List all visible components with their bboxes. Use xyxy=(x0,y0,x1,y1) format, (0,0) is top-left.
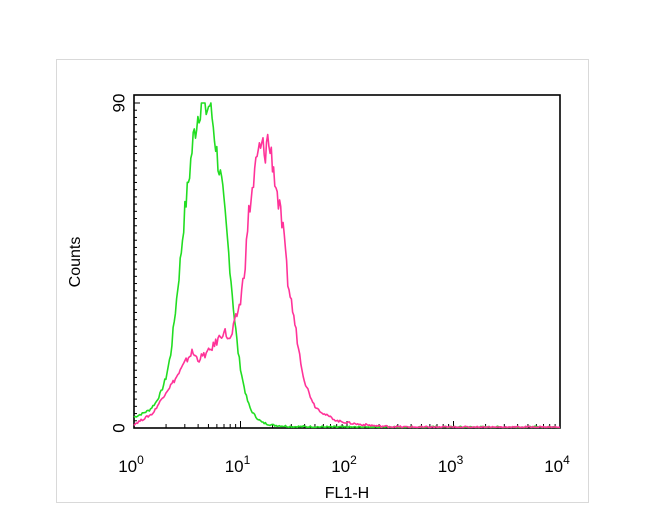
y-tick-labels: 0 90 xyxy=(109,94,128,433)
y-tick-label: 90 xyxy=(109,94,128,113)
plot-area xyxy=(133,94,561,429)
x-tick-label: 103 xyxy=(438,453,464,476)
series-layer xyxy=(133,102,560,429)
x-tick-label: 102 xyxy=(331,453,357,476)
x-tick-labels: 100 101 102 103 104 xyxy=(118,453,570,476)
chart-frame xyxy=(56,59,589,503)
series-line-0 xyxy=(133,102,560,429)
x-tick-label: 100 xyxy=(118,453,144,476)
x-tick-label: 104 xyxy=(544,453,570,476)
series-line-1 xyxy=(133,133,560,429)
x-axis-title: FL1-H xyxy=(325,485,369,502)
y-tick-label: 0 xyxy=(109,423,128,432)
y-axis-title: Counts xyxy=(67,237,84,288)
x-tick-label: 101 xyxy=(225,453,251,476)
axis-ticks xyxy=(133,102,561,429)
